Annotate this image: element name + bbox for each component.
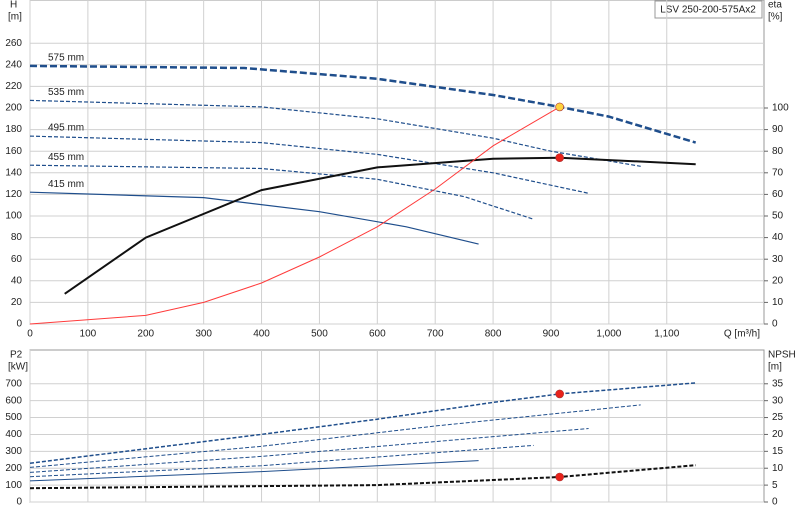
y2-tick-label: 0	[772, 497, 778, 508]
curve	[29, 428, 589, 473]
curve	[29, 191, 479, 245]
y-tick-label: 500	[5, 412, 22, 423]
x-tick-label: 500	[311, 329, 328, 340]
curve	[29, 460, 479, 482]
curve	[29, 382, 696, 464]
y2-tick-label: 20	[772, 429, 784, 440]
y-tick-label: 200	[5, 103, 22, 114]
y2-tick-label: 100	[772, 103, 789, 114]
y2-tick-label: 70	[772, 167, 784, 178]
y2-axis-label: NPSH	[768, 350, 796, 361]
y-tick-label: 200	[5, 463, 22, 474]
y-tick-label: 600	[5, 395, 22, 406]
x-tick-label: 400	[253, 329, 270, 340]
curve-label: 415 mm	[48, 179, 84, 190]
y-tick-label: 60	[11, 254, 23, 265]
y2-tick-label: 30	[772, 254, 784, 265]
y-axis-label: P2	[10, 350, 23, 361]
y-tick-label: 20	[11, 297, 23, 308]
y-tick-label: 180	[5, 124, 22, 135]
y-tick-label: 80	[11, 232, 23, 243]
y-tick-label: 160	[5, 146, 22, 157]
x-tick-label: 0	[27, 329, 33, 340]
y-tick-label: 40	[11, 275, 23, 286]
curve-label: 535 mm	[48, 87, 84, 98]
y-tick-label: 0	[16, 497, 22, 508]
duty-point	[555, 472, 564, 482]
curve	[29, 464, 696, 490]
duty-point	[555, 389, 564, 399]
y2-tick-label: 30	[772, 395, 784, 406]
y2-axis-unit: [%]	[768, 12, 783, 23]
curve-label: 455 mm	[48, 152, 84, 163]
y-tick-label: 0	[16, 319, 22, 330]
y-tick-label: 300	[5, 446, 22, 457]
duty-point	[555, 102, 564, 112]
x-tick-label: 1,000	[596, 329, 621, 340]
curve	[29, 135, 589, 194]
x-tick-label: 700	[427, 329, 444, 340]
y2-tick-label: 10	[772, 463, 784, 474]
y-tick-label: 700	[5, 378, 22, 389]
y-tick-label: 240	[5, 59, 22, 70]
curve	[29, 64, 697, 144]
x-tick-label: 1,100	[654, 329, 679, 340]
y2-tick-label: 35	[772, 378, 784, 389]
y2-tick-label: 10	[772, 297, 784, 308]
y2-tick-label: 25	[772, 412, 784, 423]
y-axis-unit: [m]	[8, 12, 22, 23]
curve	[29, 444, 534, 478]
curve	[29, 404, 641, 468]
x-tick-label: 200	[137, 329, 154, 340]
y2-tick-label: 20	[772, 275, 784, 286]
y-tick-label: 400	[5, 429, 22, 440]
y2-tick-label: 0	[772, 319, 778, 330]
y2-axis-unit: [m]	[768, 362, 782, 373]
y-tick-label: 100	[5, 480, 22, 491]
curve-label: 495 mm	[48, 123, 84, 134]
title-box	[654, 0, 763, 19]
y-tick-label: 100	[5, 211, 22, 222]
x-axis-label: Q [m³/h]	[724, 329, 760, 340]
y-tick-label: 220	[5, 81, 22, 92]
y2-tick-label: 40	[772, 232, 784, 243]
chart-title: LSV 250-200-575Ax2	[660, 5, 756, 16]
x-tick-label: 900	[543, 329, 560, 340]
x-tick-label: 100	[80, 329, 97, 340]
y-tick-label: 120	[5, 189, 22, 200]
y2-tick-label: 80	[772, 146, 784, 157]
curve	[29, 99, 641, 167]
x-tick-label: 600	[369, 329, 386, 340]
y2-tick-label: 60	[772, 189, 784, 200]
y-axis-unit: [kW]	[8, 362, 28, 373]
y2-tick-label: 50	[772, 211, 784, 222]
y-tick-label: 140	[5, 167, 22, 178]
curve	[64, 156, 696, 295]
y2-axis-label: eta	[768, 0, 782, 11]
y2-tick-label: 15	[772, 446, 784, 457]
x-tick-label: 800	[485, 329, 502, 340]
y-tick-label: 260	[5, 38, 22, 49]
curve-label: 575 mm	[48, 53, 84, 64]
y-axis-label: H	[10, 0, 17, 11]
y2-tick-label: 5	[772, 480, 778, 491]
x-tick-label: 300	[195, 329, 212, 340]
duty-point	[555, 153, 564, 162]
curve	[29, 106, 560, 325]
plot-area	[29, 349, 765, 503]
y2-tick-label: 90	[772, 124, 784, 135]
